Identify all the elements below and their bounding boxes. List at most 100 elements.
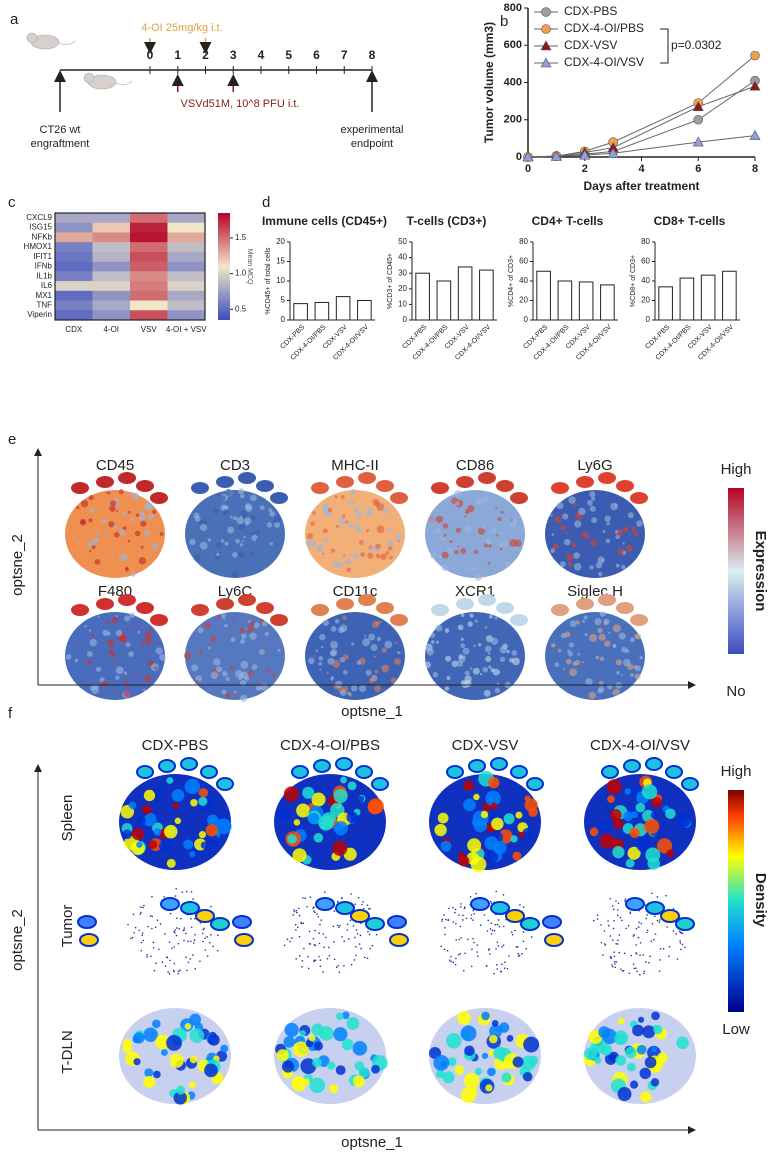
tsne-dots xyxy=(574,520,582,528)
density-spot xyxy=(488,1034,498,1044)
tsne-dots xyxy=(568,642,574,648)
scale-high: High xyxy=(721,461,752,478)
tsne-dots xyxy=(598,571,603,577)
density-dots xyxy=(151,915,154,918)
density-spot xyxy=(512,851,522,861)
tsne-dots xyxy=(277,648,281,652)
heat-cell xyxy=(167,261,206,272)
density-spot xyxy=(313,832,324,843)
density-spot xyxy=(651,1011,660,1021)
row-label: CXCL9 xyxy=(26,213,52,222)
density-spot xyxy=(446,1032,462,1049)
density-spot xyxy=(328,1084,339,1094)
tsne-cluster xyxy=(118,594,136,606)
tsne-dots xyxy=(639,655,643,660)
density-dots xyxy=(336,900,339,903)
tsne-dots xyxy=(474,573,483,581)
density-spot xyxy=(473,793,480,801)
density-dots xyxy=(293,910,296,913)
tsne-dots xyxy=(380,553,387,561)
tsne-dots xyxy=(389,555,393,560)
density-dots xyxy=(143,904,145,907)
density-dots xyxy=(475,892,477,895)
legend-marker xyxy=(541,24,551,34)
tsne-dots xyxy=(230,515,233,519)
density-dots xyxy=(181,891,184,893)
tsne-dots xyxy=(358,684,367,693)
tsne-dots xyxy=(467,621,473,627)
p-bracket xyxy=(660,28,669,64)
tsne-dots xyxy=(220,495,226,501)
tsne-blob xyxy=(545,612,645,700)
density-dots xyxy=(301,965,303,968)
tsne-dots xyxy=(217,493,221,497)
density-dots xyxy=(633,933,636,936)
tissue-label: Spleen xyxy=(59,795,76,842)
density-cluster xyxy=(180,757,198,771)
tsne-dots xyxy=(125,566,129,571)
tsne-dots xyxy=(131,492,140,500)
density-spot xyxy=(166,777,174,784)
tsne-cluster xyxy=(150,614,168,626)
density-spot xyxy=(171,789,185,802)
tsne-cluster xyxy=(576,476,594,488)
density-spot xyxy=(666,849,675,858)
tsne-dots xyxy=(627,512,634,519)
density-cluster xyxy=(200,765,218,779)
density-spot xyxy=(128,801,137,810)
density-dots xyxy=(140,941,143,944)
tsne-dots xyxy=(222,508,229,516)
heat-cell xyxy=(130,281,168,292)
density-spot xyxy=(293,819,301,826)
density-dots xyxy=(462,969,465,972)
tsne-dots xyxy=(96,508,100,511)
density-cluster xyxy=(216,777,234,791)
density-dots xyxy=(130,937,132,940)
density-spot xyxy=(636,1044,647,1055)
tsne-dots xyxy=(510,535,513,539)
density-dots xyxy=(323,946,326,949)
density-spot xyxy=(584,1047,597,1061)
density-cluster xyxy=(675,917,695,931)
tsne-dots xyxy=(618,632,626,640)
density-dots xyxy=(625,927,627,930)
tsne-dots xyxy=(204,622,212,629)
tsne-dots xyxy=(372,498,380,506)
tsne-dots xyxy=(93,684,99,690)
tsne-dots xyxy=(232,551,238,558)
density-dots xyxy=(632,935,635,937)
timeline-day: 1 xyxy=(174,48,181,62)
density-cluster xyxy=(490,757,508,771)
density-dots xyxy=(179,917,182,920)
tsne-dots xyxy=(335,524,340,528)
density-spot xyxy=(160,1048,168,1056)
tsne-dots xyxy=(104,532,108,536)
density-cluster xyxy=(505,909,525,923)
density-dots xyxy=(204,949,207,951)
density-dots xyxy=(302,922,305,925)
tsne-dots xyxy=(477,527,485,535)
tsne-dots xyxy=(330,677,334,681)
density-cluster xyxy=(335,901,355,915)
tsne-dots xyxy=(463,567,467,570)
tsne-dots xyxy=(629,637,635,643)
density-dots xyxy=(369,947,371,950)
heat-cell xyxy=(167,271,206,282)
density-dots xyxy=(346,923,349,926)
tsne-dots xyxy=(597,556,605,564)
tsne-dots xyxy=(571,542,577,548)
density-spot xyxy=(371,1064,380,1074)
density-dots xyxy=(637,926,640,929)
density-dots xyxy=(658,970,661,972)
tsne-dots xyxy=(259,648,265,655)
tsne-dots xyxy=(347,691,351,696)
tsne-dots xyxy=(224,623,228,628)
density-dots xyxy=(521,952,523,955)
density-spot xyxy=(599,833,615,849)
density-spot xyxy=(650,1078,660,1087)
density-dots xyxy=(662,948,665,950)
density-dots xyxy=(592,919,595,922)
heat-cell xyxy=(92,261,131,272)
tsne-dots xyxy=(471,566,476,571)
tsne-dots xyxy=(454,549,459,555)
